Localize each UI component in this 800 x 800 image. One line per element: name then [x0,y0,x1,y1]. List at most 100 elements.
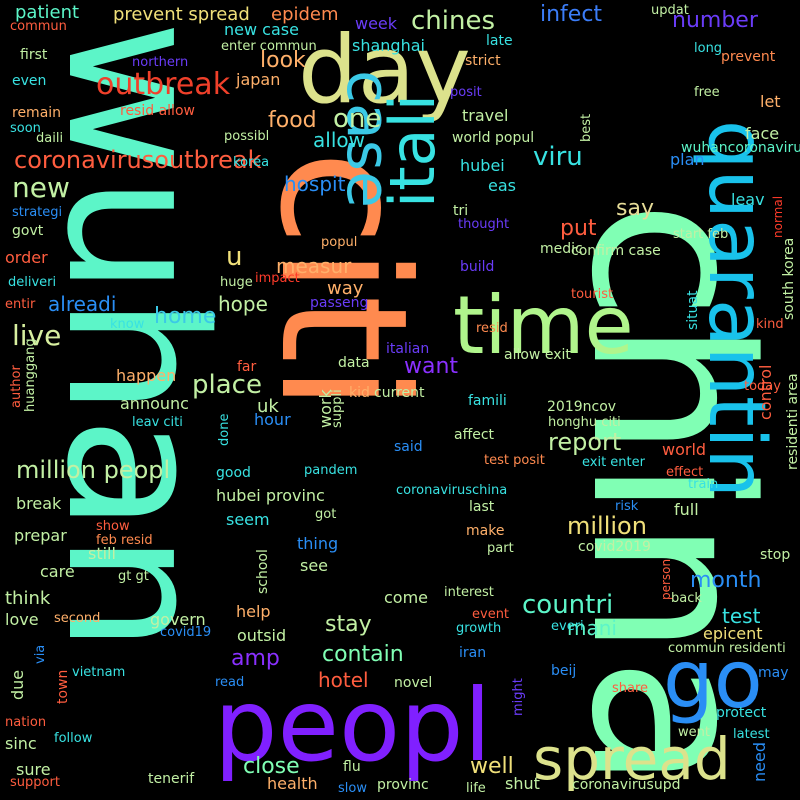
word-even: even [12,73,47,89]
word-remain: remain [12,105,62,121]
word-amp: amp [231,646,280,671]
word-say: say [616,196,654,221]
word-spread: spread [533,725,731,793]
word-2019ncov: 2019ncov [547,399,617,415]
word-epicent: epicent [703,624,763,643]
word-food: food [268,108,317,133]
word-tri: tri [453,203,469,219]
word-world: world [662,440,707,459]
word-hope: hope [218,292,268,316]
word-tourist: tourist [571,287,614,302]
word-shut: shut [505,774,540,793]
word-viru: viru [533,142,583,172]
word-provinc: provinc [377,777,429,793]
word-travel: travel [462,106,509,125]
word-life: life [466,781,486,796]
word-commun: commun [10,19,67,34]
word-countri: countri [522,590,614,620]
word-one: one [333,104,382,134]
word-huanggang: huanggang [23,338,38,412]
word-soon: soon [10,121,41,136]
word-govt: govt [12,223,44,239]
word-time: time [453,279,634,372]
word-prevent: prevent [721,49,776,65]
word-love: love [5,610,39,629]
word-famili: famili [468,393,507,409]
word-growth: growth [456,621,502,636]
word-commun-residenti: commun residenti [668,641,786,656]
word-alreadi: alreadi [48,292,117,316]
word-leav: leav [731,190,765,209]
word-way: way [327,278,364,299]
word-need: need [750,742,769,782]
word-know: know [110,317,145,332]
word-peopl: peopl [214,667,492,784]
word-possibl: possibl [224,129,270,144]
word-uk: uk [257,396,279,417]
word-day: day [298,16,471,125]
word-entir: entir [5,297,36,312]
word-full: full [674,500,699,519]
word-iran: iran [459,645,487,661]
word-today: today [744,379,781,394]
word-due: due [8,669,27,700]
word-hubei-provinc: hubei provinc [216,486,325,505]
word-second: second [54,611,101,626]
word-back: back [671,591,702,606]
word-show: show [96,519,130,534]
word-allow-exit: allow exit [504,347,571,363]
word-feb-resid: feb resid [96,533,153,548]
word-korea: korea [233,155,270,170]
word-huge: huge [220,275,253,290]
word-leav-citi: leav citi [132,415,183,430]
word-protect: protect [716,705,767,721]
word-free: free [694,85,720,100]
word-close: close [243,754,300,779]
word-long: long [694,41,723,56]
word-order: order [5,248,48,267]
word-slow: slow [338,781,367,796]
word-novel: novel [394,675,433,691]
word-test: test [722,604,761,628]
word-shanghai: shanghai [352,36,425,55]
word-govern: govern [150,610,206,629]
word-enter-commun: enter commun [221,39,317,54]
word-train: train [688,477,719,492]
word-passeng: passeng [310,295,369,311]
word-hour: hour [254,410,291,429]
word-risk: risk [615,499,639,514]
word-well: well [470,754,514,779]
word-million: million [567,512,647,540]
word-kid: kid [349,385,370,401]
word-put: put [560,216,597,241]
word-prevent-spread: prevent spread [113,4,250,25]
word-kind: kind [756,317,784,332]
word-updat: updat [651,3,689,18]
word-said: said [394,439,423,455]
word-author: author [9,365,24,408]
word-hubei: hubei [460,156,505,175]
word-build: build [460,259,495,275]
word-suppli: suppli [330,389,345,428]
word-data: data [338,355,370,371]
word-share: share [612,681,649,696]
word-flu: flu [343,759,361,775]
word-let: let [760,92,781,111]
word-impact: impact [255,271,300,286]
word-gt-gt: gt gt [118,569,149,584]
word-may: may [758,665,789,681]
word-everi: everi [551,619,584,634]
word-last: last [469,499,495,515]
word-sinc: sinc [5,734,37,753]
word-exit-enter: exit enter [582,455,645,470]
word-northern: northern [132,55,189,70]
word-see: see [300,556,329,575]
word-new: new [12,171,70,204]
word-week: week [355,14,398,33]
word-covid2019: covid2019 [578,539,651,555]
word-coronaviruschina: coronaviruschina [396,483,508,498]
word-face: face [745,124,780,143]
word-quarantin: quarantin [691,120,781,498]
word-mani: mani [567,616,617,640]
word-strict: strict [465,53,501,69]
